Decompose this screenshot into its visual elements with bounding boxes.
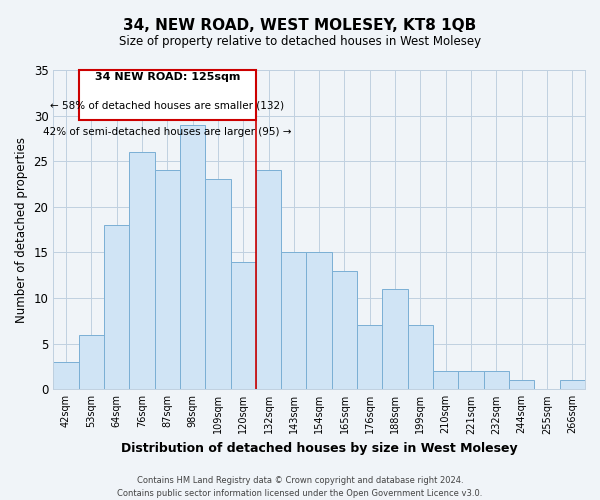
Bar [79,334,104,390]
Text: 34 NEW ROAD: 125sqm: 34 NEW ROAD: 125sqm [95,72,240,82]
Bar [129,152,155,390]
Text: 34, NEW ROAD, WEST MOLESEY, KT8 1QB: 34, NEW ROAD, WEST MOLESEY, KT8 1QB [124,18,476,32]
Y-axis label: Number of detached properties: Number of detached properties [15,136,28,322]
Bar [281,252,307,390]
Bar [155,170,180,390]
Bar [382,289,408,390]
Bar [509,380,535,390]
Bar [180,124,205,390]
Bar [104,225,129,390]
Text: Contains HM Land Registry data © Crown copyright and database right 2024.: Contains HM Land Registry data © Crown c… [137,476,463,485]
Text: Contains public sector information licensed under the Open Government Licence v3: Contains public sector information licen… [118,489,482,498]
FancyBboxPatch shape [79,70,256,120]
Bar [332,270,357,390]
X-axis label: Distribution of detached houses by size in West Molesey: Distribution of detached houses by size … [121,442,517,455]
Bar [205,180,230,390]
Text: ← 58% of detached houses are smaller (132): ← 58% of detached houses are smaller (13… [50,100,284,110]
Bar [458,371,484,390]
Bar [256,170,281,390]
Bar [357,326,382,390]
Bar [433,371,458,390]
Bar [560,380,585,390]
Bar [230,262,256,390]
Bar [484,371,509,390]
Bar [307,252,332,390]
Text: Size of property relative to detached houses in West Molesey: Size of property relative to detached ho… [119,35,481,48]
Bar [408,326,433,390]
Bar [53,362,79,390]
Text: 42% of semi-detached houses are larger (95) →: 42% of semi-detached houses are larger (… [43,128,292,138]
